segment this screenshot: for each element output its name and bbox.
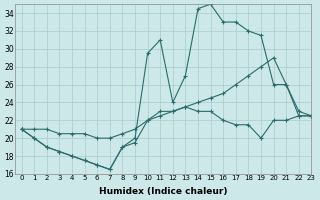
X-axis label: Humidex (Indice chaleur): Humidex (Indice chaleur) (99, 187, 228, 196)
